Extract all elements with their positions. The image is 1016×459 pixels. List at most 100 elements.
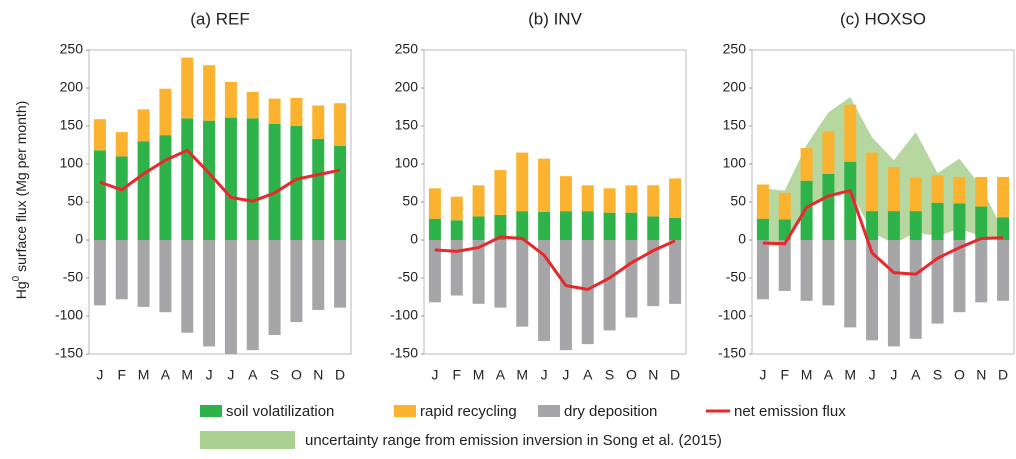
bar [756, 240, 769, 300]
legend-label: uncertainty range from emission inversio… [305, 432, 722, 449]
bar [887, 240, 900, 347]
bar [203, 240, 216, 347]
bar [224, 117, 237, 240]
bar [290, 97, 303, 126]
bar [181, 57, 194, 119]
bar [909, 211, 922, 240]
bar [975, 240, 988, 303]
x-tick-label: A [248, 367, 258, 383]
x-tick-label: J [541, 367, 548, 383]
bar [290, 240, 303, 323]
x-tick-label: D [998, 367, 1008, 383]
bar [203, 65, 216, 121]
bar [268, 98, 281, 124]
x-tick-label: M [473, 367, 485, 383]
net-line [762, 188, 1004, 276]
y-tick-label: -150 [390, 345, 418, 361]
bar [137, 240, 150, 307]
x-tick-label: O [291, 367, 302, 383]
bar [159, 88, 172, 136]
bar [866, 240, 879, 341]
bar [756, 218, 769, 240]
y-tick-label: -100 [390, 307, 418, 323]
x-tick-label: N [976, 367, 986, 383]
x-tick-label: F [117, 367, 126, 383]
y-tick-label: 150 [60, 117, 84, 133]
net-line [434, 235, 676, 291]
bar [778, 240, 791, 291]
bar [246, 240, 259, 351]
bar [268, 240, 281, 335]
bar [224, 240, 237, 354]
legend-swatch [200, 431, 295, 449]
bar [334, 240, 347, 308]
x-tick-label: M [844, 367, 856, 383]
x-tick-label: A [161, 367, 171, 383]
bar [450, 240, 463, 296]
y-tick-label: -50 [398, 269, 418, 285]
bar [450, 220, 463, 240]
y-tick-label: 200 [60, 79, 84, 95]
x-tick-label: J [562, 367, 569, 383]
bar [93, 150, 106, 240]
legend-swatch [538, 405, 560, 417]
bar [93, 119, 106, 151]
bar [137, 109, 150, 142]
y-tick-label: 100 [723, 155, 747, 171]
y-tick-label: 250 [395, 41, 419, 57]
plot-frame [88, 49, 352, 355]
y-tick-label: -150 [718, 345, 746, 361]
bar [909, 240, 922, 339]
bar [887, 211, 900, 240]
y-tick-label: -50 [63, 269, 83, 285]
bar [334, 103, 347, 146]
x-tick-label: F [452, 367, 461, 383]
bar [472, 185, 485, 217]
x-tick-label: M [181, 367, 193, 383]
x-tick-label: A [824, 367, 834, 383]
legend-label: soil volatilization [226, 403, 334, 420]
bar [115, 156, 128, 240]
bar [115, 240, 128, 300]
bar [246, 118, 259, 240]
bar [494, 214, 507, 240]
bar [669, 217, 682, 240]
bar [93, 240, 106, 306]
legend-label: dry deposition [564, 403, 657, 420]
bar [494, 240, 507, 308]
bar [909, 177, 922, 212]
bar [778, 192, 791, 220]
bar [931, 175, 944, 203]
y-tick-label: 150 [395, 117, 419, 133]
bar [516, 240, 529, 327]
x-tick-label: M [516, 367, 528, 383]
bar [844, 240, 857, 328]
bar [268, 123, 281, 240]
panel-title: (a) REF [190, 9, 250, 28]
bar [800, 148, 813, 181]
bar [844, 161, 857, 240]
bar [181, 118, 194, 240]
bar [494, 170, 507, 215]
bar [137, 141, 150, 240]
x-tick-label: O [954, 367, 965, 383]
y-tick-label: 50 [67, 193, 83, 209]
bar [516, 152, 529, 212]
bar [800, 240, 813, 301]
x-tick-label: J [890, 367, 897, 383]
legend-label: net emission flux [734, 403, 846, 420]
x-tick-label: S [605, 367, 614, 383]
bar [203, 120, 216, 240]
bar [647, 216, 660, 240]
bar [428, 218, 441, 240]
bar [559, 211, 572, 240]
x-tick-label: N [313, 367, 323, 383]
x-tick-label: D [670, 367, 680, 383]
y-tick-label: -100 [55, 307, 83, 323]
bar [603, 212, 616, 240]
bar [953, 176, 966, 204]
y-tick-label: 0 [75, 231, 83, 247]
bar [625, 240, 638, 318]
bar [246, 91, 259, 119]
